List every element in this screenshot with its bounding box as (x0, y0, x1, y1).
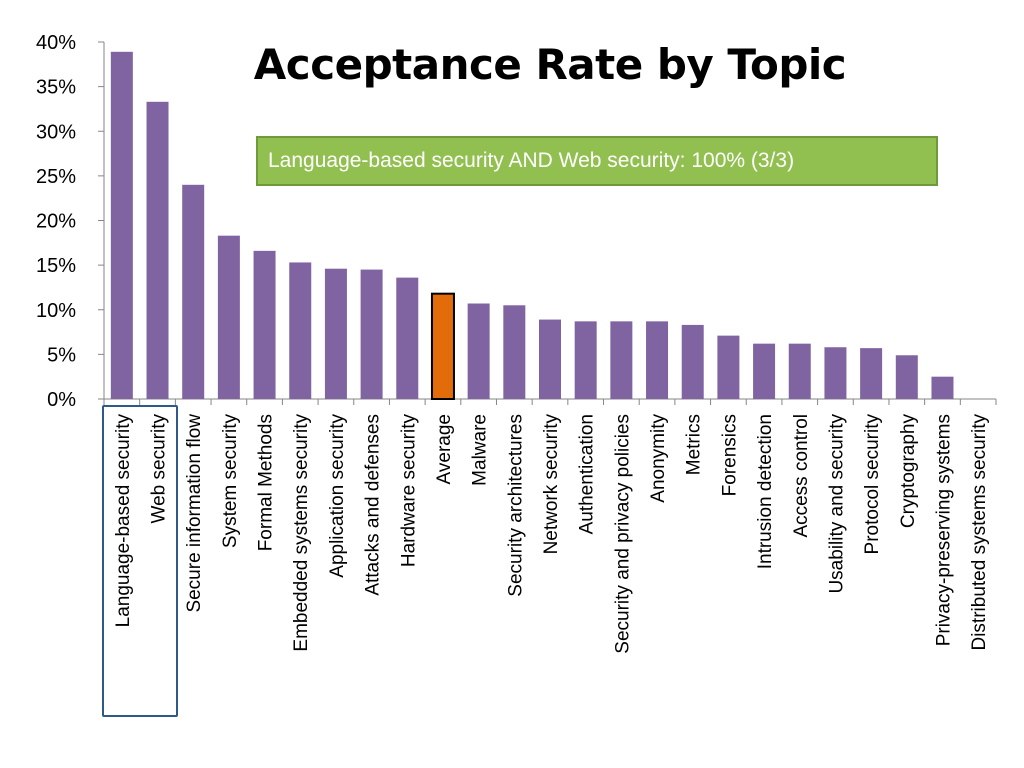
chart-title: Acceptance Rate by Topic (253, 40, 847, 89)
bar (895, 355, 918, 399)
bar (717, 335, 740, 399)
bar (574, 321, 597, 399)
x-category-label: Usability and security (826, 414, 847, 594)
bar (110, 51, 133, 399)
x-category-label: Authentication (577, 414, 598, 534)
bar (753, 343, 776, 399)
x-category-label: Application security (327, 414, 348, 578)
x-category-label: Metrics (684, 414, 705, 475)
x-category-label: Malware (470, 414, 491, 486)
bar (467, 303, 490, 399)
x-category-label: Security and privacy policies (612, 414, 633, 654)
y-tick-label: 40% (36, 32, 76, 54)
bar (788, 343, 811, 399)
y-tick-label: 15% (36, 255, 76, 277)
x-category-label: Intrusion detection (755, 414, 776, 569)
bar (646, 321, 669, 399)
bar (360, 269, 383, 399)
x-category-label: Embedded systems security (291, 414, 312, 652)
bar (253, 250, 276, 399)
x-category-label: Network security (541, 414, 562, 555)
bar-average (430, 292, 455, 400)
x-category-label: Attacks and defenses (363, 414, 384, 596)
x-category-label: Forensics (719, 414, 740, 496)
bar (182, 184, 205, 399)
x-category-label: Average (434, 414, 455, 484)
x-category-label: Protocol security (862, 414, 883, 555)
x-category-label: Secure information flow (184, 414, 205, 613)
y-tick-label: 20% (36, 211, 76, 233)
bar (324, 268, 347, 399)
bar (681, 324, 704, 399)
y-tick-label: 0% (47, 389, 76, 411)
bar (824, 347, 847, 399)
x-category-label: Hardware security (398, 414, 419, 568)
bar (931, 376, 954, 399)
x-category-label: Cryptography (898, 414, 919, 529)
annotation-callout: Language-based security AND Web security… (256, 136, 938, 186)
bar (146, 101, 169, 400)
y-tick-label: 35% (36, 77, 76, 99)
x-category-label: Privacy-preserving systems (933, 414, 954, 646)
y-tick-label: 5% (47, 344, 76, 366)
bar (539, 319, 561, 399)
y-tick-label: 30% (36, 121, 76, 143)
x-category-label: Formal Methods (256, 414, 277, 551)
y-tick-label: 10% (36, 300, 76, 322)
bar (860, 348, 883, 399)
x-category-label: Language-based security (113, 414, 134, 628)
x-category-label: Distributed systems security (969, 414, 990, 651)
x-category-label: System security (220, 414, 241, 549)
highlight-frame (102, 405, 178, 717)
x-category-label: Security architectures (505, 414, 526, 597)
y-tick-label: 25% (36, 166, 76, 188)
x-category-label: Web security (149, 414, 170, 524)
x-category-label: Anonymity (648, 414, 669, 503)
bar (396, 277, 419, 399)
bar (217, 235, 240, 399)
bar (610, 321, 633, 399)
bar (289, 262, 312, 399)
bar (503, 305, 526, 399)
x-category-label: Access control (791, 414, 812, 538)
